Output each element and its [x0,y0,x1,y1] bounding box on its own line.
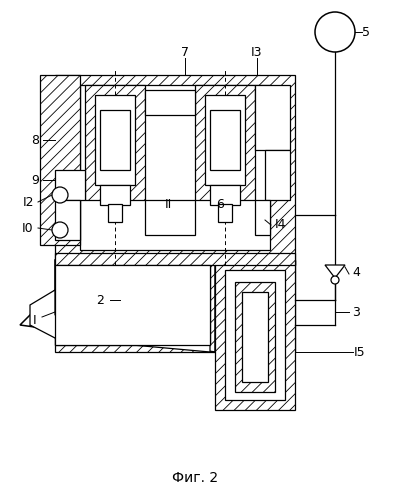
Bar [40,75,80,245]
Circle shape [52,222,68,238]
Circle shape [52,187,68,203]
Bar [95,95,135,185]
Text: I3: I3 [251,46,263,60]
Bar [108,204,122,222]
Bar [235,282,275,392]
Circle shape [331,276,339,284]
Polygon shape [30,290,210,352]
Bar [55,265,210,345]
Text: 3: 3 [352,306,360,318]
Bar [242,292,268,382]
Text: 7: 7 [181,46,189,60]
Bar [255,85,290,150]
Text: Фиг. 2: Фиг. 2 [172,471,218,485]
Bar [100,110,130,170]
Bar [205,95,245,185]
Bar [55,260,295,352]
Bar [55,253,295,265]
Bar [145,90,195,115]
Bar [225,270,285,400]
Bar [210,185,240,205]
Text: 8: 8 [31,134,39,146]
Bar [195,85,255,200]
Text: I2: I2 [22,196,34,208]
Text: 6: 6 [216,198,224,211]
Text: 4: 4 [352,266,360,278]
Polygon shape [20,260,215,352]
Bar [55,170,85,200]
Bar [218,204,232,222]
Bar [55,200,80,240]
Text: II: II [164,198,172,211]
Polygon shape [325,265,345,278]
Bar [145,200,195,235]
Text: I4: I4 [274,218,286,232]
Text: I5: I5 [354,346,366,358]
Bar [265,150,290,200]
Bar [55,265,210,345]
Text: I0: I0 [22,222,34,234]
Text: 9: 9 [31,174,39,186]
Text: 2: 2 [96,294,104,306]
Text: I: I [33,314,37,326]
Bar [85,85,145,200]
Bar [55,75,295,265]
Bar [210,110,240,170]
Bar [215,260,295,410]
Circle shape [315,12,355,52]
Bar [255,200,270,235]
Bar [100,185,130,205]
Text: 5: 5 [362,26,370,38]
Bar [80,85,270,250]
